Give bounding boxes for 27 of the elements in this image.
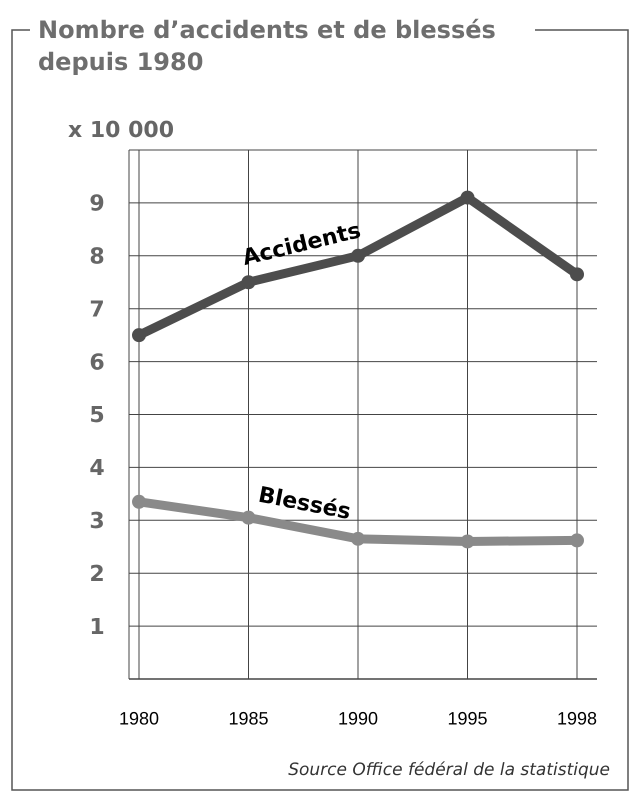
x-tick-label: 1980 [118, 708, 160, 728]
source-note: Source Office fédéral de la statistique [288, 760, 610, 780]
point [460, 190, 474, 205]
point [132, 494, 146, 509]
y-tick-label: 3 [89, 509, 105, 534]
text: Blessés [256, 482, 353, 525]
point [570, 533, 584, 548]
point [460, 534, 474, 548]
y-tick-label: 4 [89, 456, 105, 482]
point [570, 267, 584, 282]
y-tick-label: 6 [89, 350, 105, 376]
y-tick-label: 8 [89, 244, 105, 270]
chart-title: Nombre d’accidents et de blessés depuis 1980 [38, 16, 496, 76]
x-tick-label: 1995 [447, 708, 488, 728]
y-tick-label: 7 [89, 297, 105, 322]
point [351, 532, 365, 546]
y-tick-label: 2 [89, 562, 105, 587]
point [242, 510, 256, 525]
y-axis-title: x 10 000 [68, 118, 174, 143]
y-tick-label: 1 [89, 614, 105, 640]
x-tick-label: 1998 [556, 708, 598, 728]
point [132, 328, 146, 342]
x-tick-label: 1985 [228, 708, 269, 728]
point [242, 275, 256, 290]
x-tick-label: 1990 [338, 708, 378, 728]
y-tick-label: 9 [89, 192, 105, 217]
y-tick-label: 5 [89, 403, 105, 428]
